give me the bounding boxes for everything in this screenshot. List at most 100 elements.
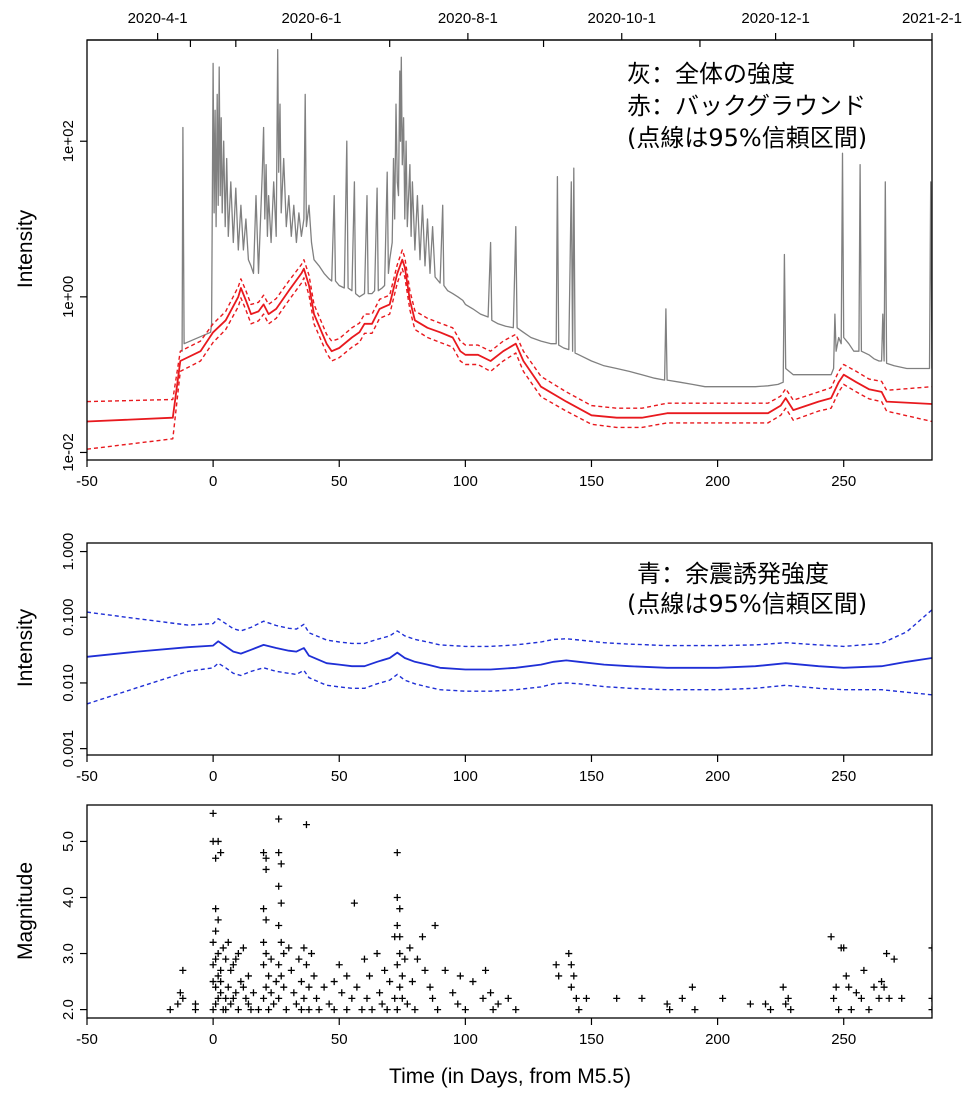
event-marker bbox=[928, 1006, 932, 1014]
event-marker bbox=[406, 944, 414, 952]
event-marker bbox=[767, 1006, 775, 1014]
event-marker bbox=[305, 1006, 313, 1014]
intensity-panel-y-axis: 1e-02 1e+00 1e+02 bbox=[60, 120, 87, 472]
event-marker bbox=[552, 961, 560, 969]
x-tick-label: 150 bbox=[579, 1031, 604, 1048]
event-marker bbox=[835, 1006, 843, 1014]
event-marker bbox=[227, 966, 235, 974]
ci-line-2 bbox=[87, 249, 932, 409]
event-marker bbox=[391, 994, 399, 1002]
y-tick-label: 0.010 bbox=[60, 664, 77, 702]
x-tick-label: 250 bbox=[831, 768, 856, 785]
event-marker bbox=[300, 994, 308, 1002]
event-marker bbox=[330, 1006, 338, 1014]
event-marker bbox=[275, 882, 283, 890]
event-marker bbox=[219, 944, 227, 952]
event-marker bbox=[398, 994, 406, 1002]
event-marker bbox=[244, 972, 252, 980]
triggered-panel-curves bbox=[87, 609, 932, 705]
triggered-panel-ylabel: Intensity bbox=[14, 608, 37, 687]
event-marker bbox=[348, 994, 356, 1002]
event-marker bbox=[179, 994, 187, 1002]
event-marker bbox=[396, 933, 404, 941]
event-marker bbox=[285, 944, 293, 952]
event-marker bbox=[678, 994, 686, 1002]
event-marker bbox=[845, 983, 853, 991]
event-marker bbox=[441, 966, 449, 974]
magnitude-panel-x-axis: -50 0 50 100 150 200 250 bbox=[76, 1018, 856, 1048]
event-marker bbox=[878, 978, 886, 986]
event-marker bbox=[272, 978, 280, 986]
event-marker bbox=[343, 972, 351, 980]
intensity-panel-curves bbox=[87, 49, 932, 450]
intensity-panel-ylabel: Intensity bbox=[14, 209, 37, 288]
event-marker bbox=[426, 983, 434, 991]
magnitude-panel-y-axis: 2.0 3.0 4.0 5.0 bbox=[60, 831, 87, 1020]
event-marker bbox=[875, 994, 883, 1002]
event-marker bbox=[277, 860, 285, 868]
event-marker bbox=[227, 1000, 235, 1008]
event-marker bbox=[297, 978, 305, 986]
event-marker bbox=[403, 1000, 411, 1008]
y-tick-label: 2.0 bbox=[60, 999, 77, 1020]
legend-line-red: 赤：バックグラウンド bbox=[627, 92, 866, 120]
x-tick-label: 250 bbox=[831, 1031, 856, 1048]
event-marker bbox=[209, 938, 217, 946]
event-marker bbox=[260, 905, 268, 913]
triggered-panel-y-axis: 0.001 0.010 0.100 1.000 bbox=[60, 533, 87, 767]
date-tick-label: 2020-8-1 bbox=[438, 10, 498, 27]
event-marker bbox=[232, 989, 240, 997]
event-marker bbox=[214, 837, 222, 845]
event-marker bbox=[928, 944, 932, 952]
x-tick-label: 150 bbox=[579, 473, 604, 490]
event-marker bbox=[212, 1000, 220, 1008]
x-tick-label: 50 bbox=[331, 768, 348, 785]
event-marker bbox=[832, 983, 840, 991]
event-marker bbox=[232, 955, 240, 963]
event-marker bbox=[297, 1006, 305, 1014]
event-marker bbox=[479, 994, 487, 1002]
x-tick-label: 0 bbox=[209, 1031, 217, 1048]
x-tick-label: 200 bbox=[705, 768, 730, 785]
event-marker bbox=[787, 1006, 795, 1014]
date-tick-label: 2020-10-1 bbox=[588, 10, 656, 27]
event-marker bbox=[865, 1006, 873, 1014]
intensity-panel-legend: 灰：全体の強度 赤：バックグラウンド (点線は95%信頼区間) bbox=[627, 60, 867, 152]
ci-line-2 bbox=[87, 662, 932, 705]
event-marker bbox=[398, 972, 406, 980]
event-marker bbox=[222, 1006, 230, 1014]
x-tick-label: 200 bbox=[705, 1031, 730, 1048]
x-tick-label: 100 bbox=[453, 473, 478, 490]
event-marker bbox=[176, 989, 184, 997]
event-marker bbox=[880, 983, 888, 991]
event-marker bbox=[262, 854, 270, 862]
magnitude-panel: -50 0 50 100 150 200 250 2.0 3.0 4.0 5.0 Magnitud… bbox=[14, 804, 933, 1088]
event-marker bbox=[214, 972, 222, 980]
event-marker bbox=[260, 938, 268, 946]
event-marker bbox=[209, 978, 217, 986]
event-marker bbox=[782, 1000, 790, 1008]
event-marker bbox=[260, 849, 268, 857]
y-tick-label: 1e+02 bbox=[60, 120, 77, 162]
event-marker bbox=[418, 933, 426, 941]
event-marker bbox=[827, 933, 835, 941]
ci-line-1 bbox=[87, 609, 932, 648]
event-marker bbox=[212, 854, 220, 862]
date-tick-label: 2020-6-1 bbox=[281, 10, 341, 27]
event-marker bbox=[217, 978, 225, 986]
event-marker bbox=[663, 1000, 671, 1008]
legend-line-ci: (点線は95%信頼区間) bbox=[627, 124, 867, 152]
event-marker bbox=[214, 950, 222, 958]
event-marker bbox=[191, 1006, 199, 1014]
date-tick-label: 2020-12-1 bbox=[741, 10, 809, 27]
event-marker bbox=[638, 994, 646, 1002]
y-tick-label: 3.0 bbox=[60, 943, 77, 964]
event-marker bbox=[429, 994, 437, 1002]
event-marker bbox=[287, 966, 295, 974]
event-marker bbox=[572, 994, 580, 1002]
ci-line-3 bbox=[87, 268, 932, 450]
event-marker bbox=[166, 1006, 174, 1014]
event-marker bbox=[307, 950, 315, 958]
event-marker bbox=[469, 978, 477, 986]
event-marker bbox=[267, 989, 275, 997]
